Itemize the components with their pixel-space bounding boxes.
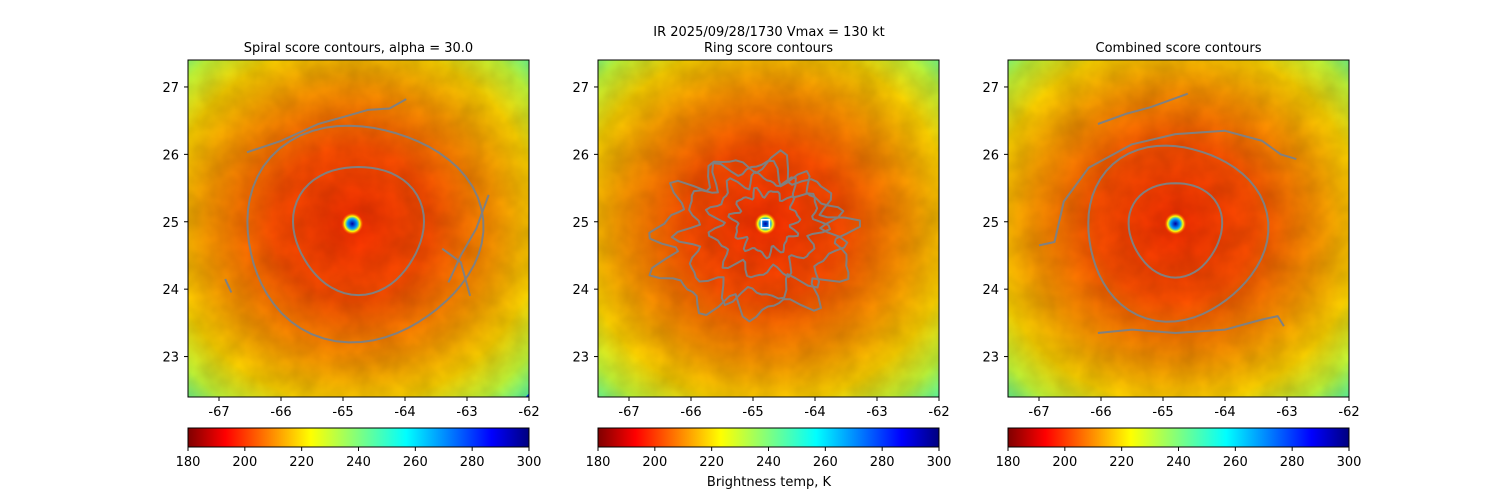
colorbar-label: Brightness temp, K — [707, 475, 832, 490]
y-tick-label: 24 — [162, 283, 179, 298]
score-contour — [1038, 129, 1297, 247]
x-tick-label: -65 — [332, 405, 353, 420]
y-tick-label: 23 — [162, 351, 179, 366]
panel-title: Combined score contours — [1096, 41, 1262, 56]
axes-frame — [187, 59, 530, 398]
score-contour — [648, 149, 861, 323]
colorbar-tick-label: 260 — [813, 455, 838, 470]
score-contour — [1097, 315, 1285, 334]
colorbar — [1007, 427, 1350, 448]
y-tick-label: 26 — [982, 148, 999, 163]
colorbar-tick-label: 220 — [289, 455, 314, 470]
panel-3: Combined score contours -67 -66 -65 -64 -63 -6… — [982, 41, 1362, 470]
x-tick-label: -64 — [1214, 405, 1235, 420]
colorbar-tick-label: 280 — [460, 455, 485, 470]
score-contour — [705, 170, 831, 279]
y-tick-label: 27 — [572, 81, 589, 96]
x-tick-label: -65 — [742, 405, 763, 420]
y-tick-label: 26 — [572, 148, 589, 163]
colorbar-tick-label: 240 — [346, 455, 371, 470]
score-contour — [224, 278, 233, 293]
colorbar-tick-label: 280 — [870, 455, 895, 470]
x-tick-label: -64 — [804, 405, 825, 420]
colorbar-tick-label: 300 — [1337, 455, 1362, 470]
x-tick-label: -67 — [618, 405, 639, 420]
colorbar-tick-label: 200 — [232, 455, 257, 470]
colorbar — [187, 427, 530, 448]
colorbar-tick-label: 180 — [996, 455, 1021, 470]
x-tick-label: -62 — [928, 405, 949, 420]
score-contour — [447, 194, 490, 283]
ir-image — [598, 60, 939, 397]
colorbar-tick-label: 200 — [1052, 455, 1077, 470]
y-tick-label: 27 — [982, 81, 999, 96]
score-contour — [670, 159, 849, 306]
x-tick-label: -67 — [208, 405, 229, 420]
y-tick-label: 23 — [572, 351, 589, 366]
score-contour — [1097, 92, 1189, 125]
colorbar-tick-label: 300 — [927, 455, 952, 470]
x-tick-label: -66 — [270, 405, 291, 420]
score-contour — [292, 166, 425, 297]
score-contour — [1087, 144, 1270, 323]
x-tick-label: -63 — [866, 405, 887, 420]
y-tick-label: 26 — [162, 148, 179, 163]
panel-1: Spiral score contours, alpha = 30.0 -67 -6… — [162, 41, 542, 470]
panel-title: Spiral score contours, alpha = 30.0 — [244, 41, 473, 56]
x-tick-label: -62 — [1338, 405, 1359, 420]
y-tick-label: 25 — [982, 216, 999, 231]
axes-frame — [597, 59, 940, 398]
figure-suptitle: IR 2025/09/28/1730 Vmax = 130 kt — [653, 25, 884, 40]
colorbar — [597, 427, 940, 448]
x-tick-label: -63 — [1276, 405, 1297, 420]
storm-eye — [754, 212, 777, 235]
colorbar-tick-label: 260 — [403, 455, 428, 470]
colorbar-tick-label: 260 — [1223, 455, 1248, 470]
x-tick-label: -64 — [394, 405, 415, 420]
colorbar-tick-label: 220 — [699, 455, 724, 470]
storm-eye — [341, 212, 364, 235]
panel-2: Ring score contours -67 -66 -65 -64 -63 -62 23 2… — [572, 41, 952, 470]
colorbar-tick-label: 180 — [586, 455, 611, 470]
center-marker — [760, 218, 771, 229]
ir-image — [1008, 60, 1349, 397]
score-contour — [246, 124, 485, 344]
panel-title: Ring score contours — [704, 41, 833, 56]
x-tick-label: -66 — [680, 405, 701, 420]
storm-eye — [1164, 212, 1187, 235]
colorbar-tick-label: 200 — [642, 455, 667, 470]
y-tick-label: 25 — [572, 216, 589, 231]
colorbar-tick-label: 240 — [756, 455, 781, 470]
colorbar-tick-label: 180 — [176, 455, 201, 470]
score-contour — [1127, 182, 1224, 279]
ir-image — [188, 60, 529, 397]
axes-frame — [1007, 59, 1350, 398]
x-tick-label: -66 — [1090, 405, 1111, 420]
score-contour — [246, 98, 407, 154]
x-tick-label: -63 — [456, 405, 477, 420]
colorbar-tick-label: 280 — [1280, 455, 1305, 470]
colorbar-tick-label: 300 — [517, 455, 542, 470]
y-tick-label: 23 — [982, 351, 999, 366]
x-tick-label: -65 — [1152, 405, 1173, 420]
y-tick-label: 24 — [982, 283, 999, 298]
x-tick-label: -62 — [518, 405, 539, 420]
colorbar-tick-label: 240 — [1166, 455, 1191, 470]
y-tick-label: 24 — [572, 283, 589, 298]
y-tick-label: 25 — [162, 216, 179, 231]
x-tick-label: -67 — [1028, 405, 1049, 420]
colorbar-tick-label: 220 — [1109, 455, 1134, 470]
y-tick-label: 27 — [162, 81, 179, 96]
score-contour — [727, 186, 802, 260]
score-contour — [441, 247, 472, 297]
